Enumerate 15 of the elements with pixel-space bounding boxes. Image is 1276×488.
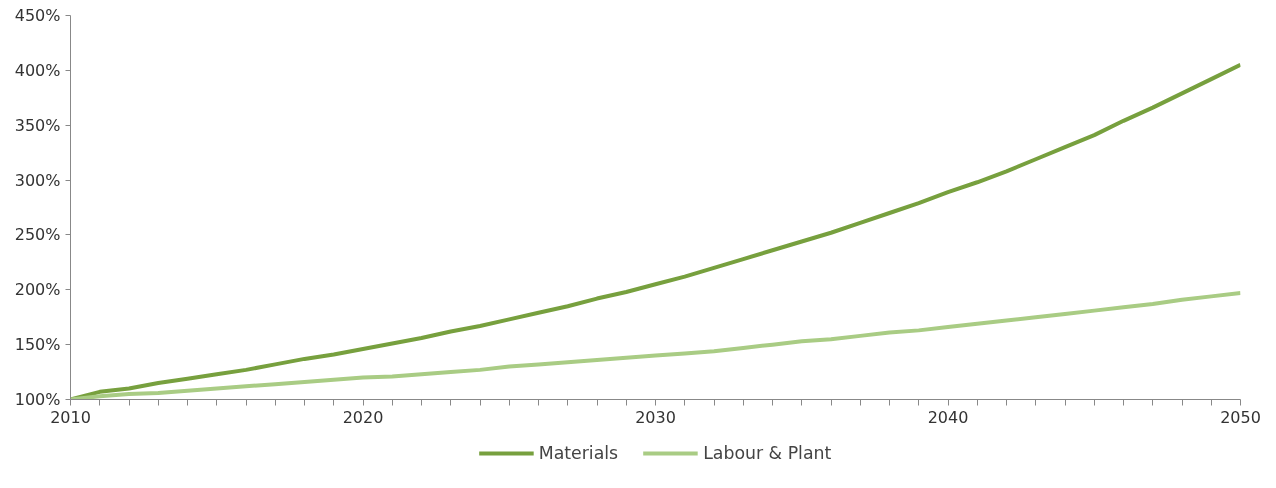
x-tick-label: 2020: [342, 407, 384, 427]
y-tick-label: 250%: [14, 225, 61, 245]
y-tick-label: 300%: [14, 170, 61, 190]
y-tick-label: 400%: [14, 60, 61, 80]
y-tick-label: 100%: [14, 390, 61, 409]
y-tick-label: 450%: [14, 6, 61, 25]
x-tick-label: 2030: [635, 407, 676, 427]
x-tick-label: 2040: [927, 407, 969, 427]
x-tick-label: 2010: [50, 407, 91, 427]
y-tick-label: 150%: [14, 335, 61, 355]
legend-label: Labour & Plant: [703, 442, 832, 463]
y-tick-label: 200%: [14, 280, 61, 300]
x-tick-label: 2050: [1220, 407, 1261, 427]
y-tick-label: 350%: [14, 115, 61, 135]
legend-label: Materials: [538, 442, 619, 463]
